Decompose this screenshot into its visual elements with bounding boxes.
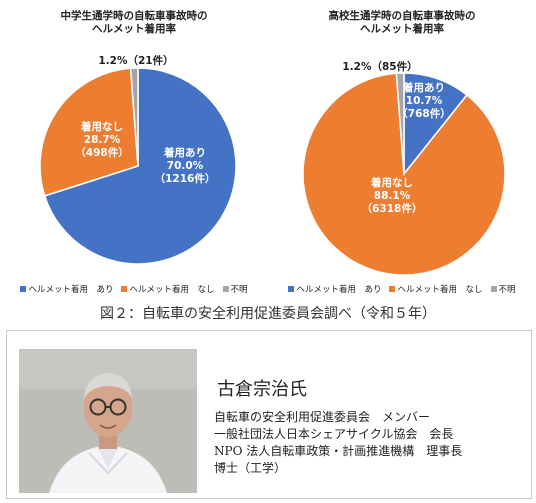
pie-chart-svg: 着用あり 10.7%（768件） 着用なし 88.1%（6318件） 1.2%（85件）: [302, 60, 506, 276]
legend-item: ヘルメット着用 なし: [389, 283, 483, 295]
legend-swatch: [121, 286, 128, 292]
legend-item: ヘルメット着用 あり: [20, 283, 113, 295]
pie-data-label: 着用あり 70.0%（1216件）: [155, 146, 216, 185]
pie-slice-helmet-yes: [403, 72, 468, 177]
legend-label: ヘルメット着用 あり: [28, 285, 114, 295]
pie-chart-svg: 着用あり 70.0%（1216件） 着用なし 28.7%（498件） 1.2%（21件）: [39, 54, 237, 265]
legend-label: ヘルメット着用 なし: [129, 285, 215, 295]
legend-swatch: [389, 286, 396, 292]
legend-item: 不明: [490, 283, 516, 295]
chart-title-line: ヘルメット着用率: [360, 23, 444, 35]
pie-data-label: 着用なし 88.1%（6318件）: [362, 176, 423, 215]
legend-label: ヘルメット着用 あり: [296, 285, 382, 295]
chart-title: 中学生通学時の自転車事故時の ヘルメット着用率: [0, 10, 268, 36]
portrait-photo: [19, 349, 197, 493]
profile-line: 自転車の安全利用促進委員会 メンバー: [214, 410, 431, 424]
legend-swatch: [20, 286, 27, 292]
profile-line: 一般社団法人日本シェアサイクル協会 会長: [214, 427, 454, 441]
pie-slice-helmet-no: [39, 67, 139, 197]
legend-swatch: [222, 286, 229, 292]
legend-label: 不明: [230, 285, 248, 295]
profile-name: 古倉宗治氏: [217, 379, 307, 400]
figure-caption: 図２：自転車の安全利用促進委員会調べ（令和５年）: [100, 306, 436, 322]
profile-line: 博士（工学）: [214, 461, 287, 475]
legend-swatch: [490, 286, 497, 292]
pie-data-label: 着用なし 28.7%（498件）: [75, 120, 128, 159]
legend-item: ヘルメット着用 なし: [121, 283, 215, 295]
legend-item: 不明: [222, 283, 248, 295]
legend-label: ヘルメット着用 なし: [397, 285, 483, 295]
pie-slice-unknown: [395, 72, 405, 175]
chart-title: 高校生通学時の自転車事故時の ヘルメット着用率: [268, 10, 536, 36]
pie-data-label: 1.2%（85件）: [342, 60, 417, 73]
legend-swatch: [288, 286, 295, 292]
profile-details: 自転車の安全利用促進委員会 メンバー 一般社団法人日本シェアサイクル協会 会長 …: [214, 409, 462, 477]
chart-title-line: 中学生通学時の自転車事故時の: [60, 10, 208, 22]
chart-title-line: 高校生通学時の自転車事故時の: [328, 10, 476, 22]
profile-line: NPO 法人自転車政策・計画推進機構 理事長: [214, 444, 463, 458]
pie-chart-high-school: 高校生通学時の自転車事故時の ヘルメット着用率 着用あり 10.7%（768件）着…: [268, 0, 536, 300]
pie-chart-junior-high: 中学生通学時の自転車事故時の ヘルメット着用率 着用あり 70.0%（1216件）…: [0, 0, 268, 300]
pie-data-label: 着用あり 10.7%（768件）: [397, 81, 450, 120]
chart-title-line: ヘルメット着用率: [92, 23, 176, 35]
chart-legend: ヘルメット着用 あり ヘルメット着用 なし 不明: [268, 283, 536, 295]
chart-legend: ヘルメット着用 あり ヘルメット着用 なし 不明: [0, 283, 268, 295]
portrait-illustration: [19, 349, 197, 493]
legend-item: ヘルメット着用 あり: [288, 283, 381, 295]
pie-slice-helmet-no: [302, 72, 506, 276]
profile-card: 古倉宗治氏 自転車の安全利用促進委員会 メンバー 一般社団法人日本シェアサイクル…: [6, 330, 532, 499]
pie-data-label: 1.2%（21件）: [98, 54, 173, 67]
pie-slice-unknown: [129, 67, 139, 167]
pie-slice-helmet-yes: [43, 67, 237, 265]
legend-label: 不明: [498, 285, 516, 295]
